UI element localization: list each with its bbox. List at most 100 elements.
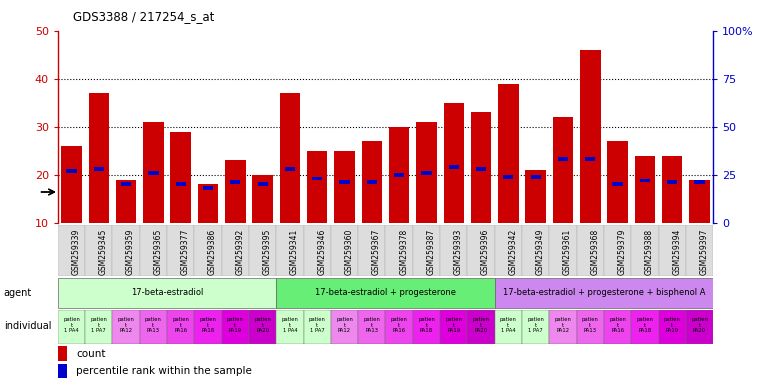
Bar: [85, 225, 113, 276]
Text: GSM259342: GSM259342: [508, 229, 517, 275]
Text: GSM259379: GSM259379: [618, 229, 627, 275]
Bar: [231, 180, 241, 184]
Bar: [221, 225, 249, 276]
Bar: [221, 310, 249, 344]
Text: 17-beta-estradiol + progesterone + bisphenol A: 17-beta-estradiol + progesterone + bisph…: [503, 288, 705, 297]
Bar: [331, 310, 359, 344]
Bar: [386, 310, 412, 344]
Bar: [140, 310, 167, 344]
Bar: [386, 225, 412, 276]
Bar: [549, 310, 577, 344]
Bar: [116, 180, 136, 223]
Text: GSM259394: GSM259394: [672, 229, 682, 275]
Bar: [312, 177, 322, 180]
Bar: [471, 112, 491, 223]
Text: GSM259386: GSM259386: [208, 229, 217, 275]
Bar: [93, 167, 104, 171]
Bar: [203, 186, 213, 190]
Text: patien
t
PA13: patien t PA13: [363, 317, 380, 333]
Text: GSM259339: GSM259339: [72, 229, 80, 275]
Bar: [635, 156, 655, 223]
Text: individual: individual: [4, 321, 52, 331]
Bar: [558, 157, 568, 161]
Bar: [612, 182, 623, 186]
Text: patien
t
1 PA4: patien t 1 PA4: [63, 317, 80, 333]
Bar: [631, 310, 658, 344]
Bar: [339, 180, 350, 184]
Bar: [604, 310, 631, 344]
Text: count: count: [76, 349, 106, 359]
Bar: [577, 310, 604, 344]
Bar: [530, 175, 540, 179]
Bar: [416, 122, 436, 223]
Text: agent: agent: [4, 288, 32, 298]
Bar: [66, 169, 76, 173]
Text: patien
t
PA16: patien t PA16: [172, 317, 189, 333]
Bar: [284, 167, 295, 171]
Text: GSM259393: GSM259393: [454, 229, 463, 275]
Bar: [252, 175, 273, 223]
Text: patien
t
PA19: patien t PA19: [446, 317, 462, 333]
Bar: [467, 310, 495, 344]
Bar: [689, 180, 710, 223]
Bar: [640, 179, 650, 182]
Text: 17-beta-estradiol + progesterone: 17-beta-estradiol + progesterone: [315, 288, 456, 297]
Bar: [608, 141, 628, 223]
Bar: [225, 161, 245, 223]
Bar: [658, 225, 686, 276]
Text: patien
t
PA20: patien t PA20: [473, 317, 490, 333]
Bar: [194, 225, 222, 276]
Text: percentile rank within the sample: percentile rank within the sample: [76, 366, 252, 376]
Text: patien
t
1 PA7: patien t 1 PA7: [309, 317, 325, 333]
Bar: [176, 182, 186, 186]
Text: GSM259368: GSM259368: [591, 229, 599, 275]
Bar: [170, 131, 191, 223]
Bar: [58, 278, 276, 308]
Bar: [498, 84, 519, 223]
Bar: [476, 167, 487, 171]
Bar: [549, 225, 577, 276]
Bar: [522, 310, 549, 344]
Bar: [421, 171, 432, 175]
Bar: [503, 175, 513, 179]
Bar: [307, 151, 328, 223]
Text: patien
t
1 PA4: patien t 1 PA4: [500, 317, 517, 333]
Text: patien
t
PA12: patien t PA12: [118, 317, 134, 333]
Bar: [440, 310, 467, 344]
Text: GSM259359: GSM259359: [126, 229, 135, 275]
Bar: [89, 93, 109, 223]
Text: GSM259396: GSM259396: [481, 229, 490, 275]
Bar: [143, 122, 163, 223]
Text: GSM259377: GSM259377: [180, 229, 190, 275]
Text: patien
t
PA13: patien t PA13: [145, 317, 162, 333]
Text: patien
t
PA16: patien t PA16: [609, 317, 626, 333]
Bar: [113, 310, 140, 344]
Bar: [522, 225, 549, 276]
Text: GSM259345: GSM259345: [99, 229, 108, 275]
Bar: [276, 310, 304, 344]
Bar: [249, 310, 276, 344]
Text: patien
t
PA20: patien t PA20: [254, 317, 271, 333]
Text: patien
t
PA18: patien t PA18: [418, 317, 435, 333]
Text: patien
t
PA12: patien t PA12: [554, 317, 571, 333]
Text: patien
t
PA12: patien t PA12: [336, 317, 353, 333]
Bar: [604, 225, 631, 276]
Bar: [198, 184, 218, 223]
Bar: [359, 310, 386, 344]
Bar: [553, 117, 573, 223]
Bar: [686, 225, 713, 276]
Bar: [662, 156, 682, 223]
Bar: [331, 225, 359, 276]
Text: patien
t
PA19: patien t PA19: [664, 317, 681, 333]
Bar: [394, 173, 404, 177]
Bar: [167, 310, 194, 344]
Bar: [667, 180, 678, 184]
Bar: [577, 225, 604, 276]
Text: patien
t
PA13: patien t PA13: [582, 317, 599, 333]
Bar: [61, 146, 82, 223]
Text: patien
t
PA18: patien t PA18: [637, 317, 653, 333]
Bar: [495, 278, 713, 308]
Text: GSM259349: GSM259349: [536, 229, 544, 275]
Bar: [412, 310, 440, 344]
Bar: [389, 127, 409, 223]
